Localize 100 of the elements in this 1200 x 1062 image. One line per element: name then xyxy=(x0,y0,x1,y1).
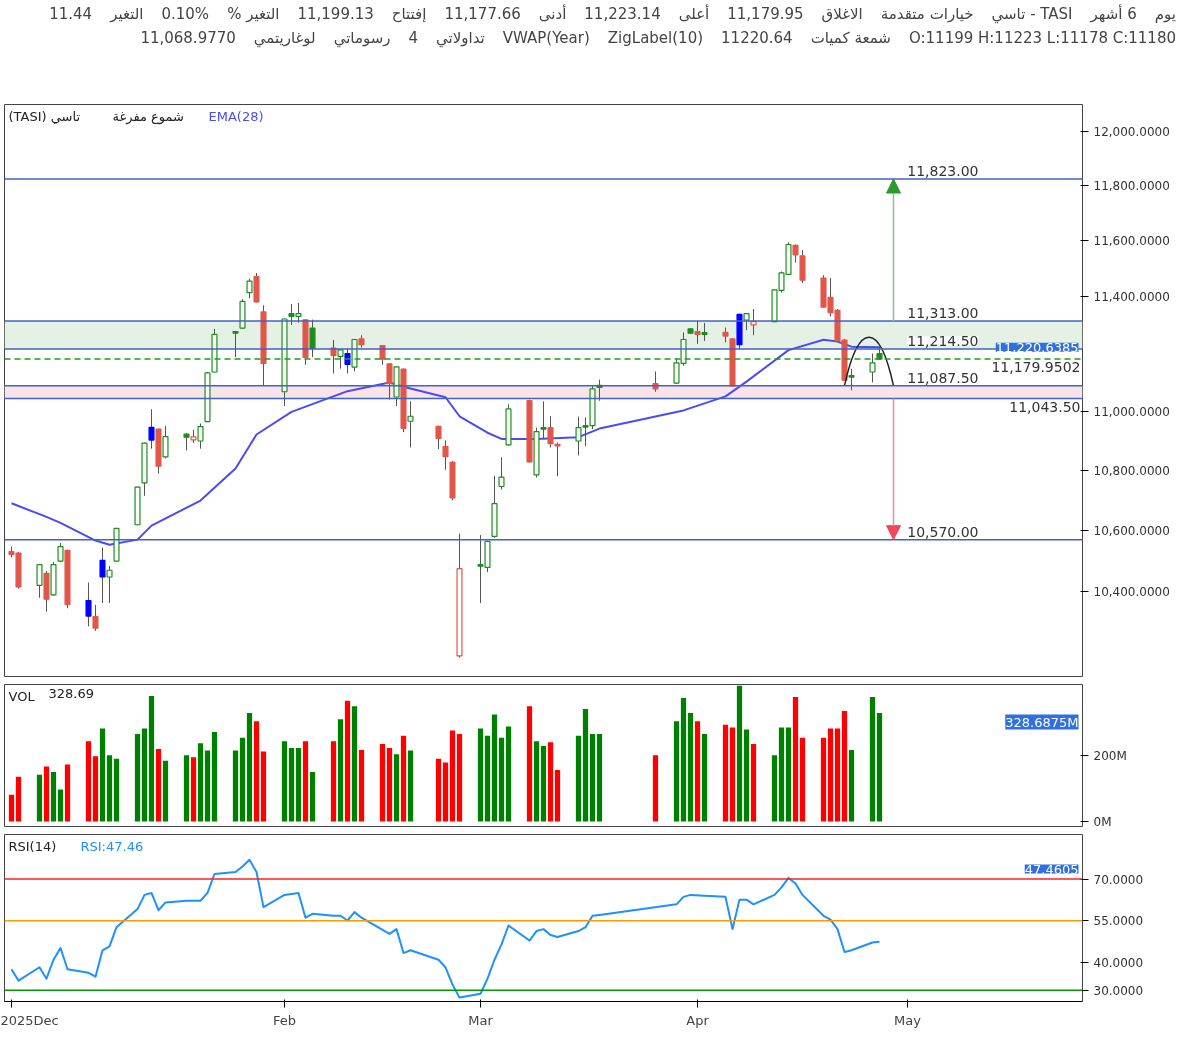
bar xyxy=(596,734,603,822)
y-tick-label: 55.0000 xyxy=(1093,914,1144,929)
text: رسوماتي xyxy=(333,28,391,50)
candlestick xyxy=(85,582,92,627)
bar xyxy=(358,749,365,822)
chart-title: (TASI) تاسي xyxy=(8,108,81,124)
bar xyxy=(589,734,596,822)
text: 4 xyxy=(408,28,419,49)
candlestick xyxy=(554,441,561,477)
bar xyxy=(722,724,729,822)
y-tick-label: 10,800.0000 xyxy=(1093,463,1170,478)
bar xyxy=(155,748,162,822)
bar xyxy=(827,728,834,822)
candlestick xyxy=(162,425,169,459)
bar xyxy=(680,698,687,822)
text: EMA(28) xyxy=(208,108,264,124)
x-tick-label: Mar xyxy=(468,1012,494,1028)
bar xyxy=(288,747,295,822)
bar xyxy=(575,735,582,822)
bar xyxy=(337,719,344,822)
text: 11.44 xyxy=(49,4,93,25)
bar xyxy=(400,735,407,822)
candlestick xyxy=(848,368,855,391)
candlestick xyxy=(407,400,414,448)
bar xyxy=(750,743,757,822)
bar xyxy=(820,737,827,822)
y-tick-label: 10,400.0000 xyxy=(1093,585,1170,600)
bar xyxy=(386,747,393,822)
bar xyxy=(449,730,456,822)
candlestick xyxy=(148,408,155,450)
bar xyxy=(785,727,792,822)
candlestick xyxy=(92,604,99,632)
bar xyxy=(64,764,71,822)
ref-line-label: 11,823.00 xyxy=(907,163,979,180)
bar xyxy=(505,726,512,822)
ref-line-label: 11,214.50 xyxy=(907,333,979,350)
candlestick xyxy=(694,320,701,345)
y-tick-label: 11,000.0000 xyxy=(1093,404,1170,419)
bar xyxy=(442,762,449,822)
bar xyxy=(281,741,288,822)
bar xyxy=(106,755,113,822)
candlestick xyxy=(540,400,547,439)
x-tick-label: Feb xyxy=(272,1012,297,1028)
annotation: 47.4605 xyxy=(1024,861,1079,877)
bar xyxy=(99,728,106,822)
bar xyxy=(85,741,92,822)
y-tick-label: 40.0000 xyxy=(1093,956,1144,971)
text: إفتتاح xyxy=(391,4,427,25)
x-tick-label: 2025Dec xyxy=(0,1012,59,1028)
candlestick xyxy=(99,547,106,604)
chart-subtitle: 328.69 xyxy=(48,685,94,701)
bar xyxy=(876,713,883,822)
text: لوغاريتمي xyxy=(253,28,316,50)
bar xyxy=(141,728,148,822)
bar xyxy=(260,751,267,822)
candlestick xyxy=(309,319,316,358)
bar xyxy=(582,708,589,822)
bar xyxy=(36,774,43,822)
text: VWAP(Year) xyxy=(502,28,590,49)
text: RSI:47.46 xyxy=(80,838,144,854)
bar xyxy=(239,737,246,822)
bar xyxy=(232,750,239,822)
bar xyxy=(253,721,260,822)
text: شمعة كميات xyxy=(810,28,891,49)
bar xyxy=(204,750,211,822)
text: التغير xyxy=(110,4,144,25)
candlestick xyxy=(547,415,554,448)
bar xyxy=(848,749,855,822)
candlestick xyxy=(386,362,393,401)
y-tick-label: 30.0000 xyxy=(1093,983,1144,998)
bar xyxy=(8,794,15,822)
text: تداولاتي xyxy=(436,28,485,50)
text: O:11199 H:11223 L:11178 C:11180 xyxy=(908,28,1176,49)
bar xyxy=(736,685,743,822)
text: أعلى xyxy=(678,3,710,25)
bar xyxy=(701,734,708,822)
bar xyxy=(456,734,463,822)
bar xyxy=(134,734,141,822)
x-tick-label: May xyxy=(894,1012,922,1028)
bar xyxy=(687,712,694,822)
text: 11,223.14 xyxy=(584,4,661,25)
bar xyxy=(484,735,491,822)
text: 6 أشهر xyxy=(1090,3,1137,25)
bar xyxy=(183,755,190,822)
bar xyxy=(834,728,841,822)
bar xyxy=(652,755,659,822)
bar xyxy=(778,727,785,822)
text: TASI - تاسي xyxy=(991,4,1073,26)
bar xyxy=(869,697,876,822)
text: أدنى xyxy=(538,3,567,25)
bar xyxy=(92,756,99,822)
text: 11,177.66 xyxy=(444,4,521,25)
bar xyxy=(309,772,316,822)
bar xyxy=(15,776,22,822)
bar xyxy=(344,700,351,822)
text: الاغلاق xyxy=(821,4,863,25)
bar xyxy=(547,742,554,822)
bar xyxy=(197,743,204,822)
bar xyxy=(498,737,505,822)
bar xyxy=(533,741,540,822)
